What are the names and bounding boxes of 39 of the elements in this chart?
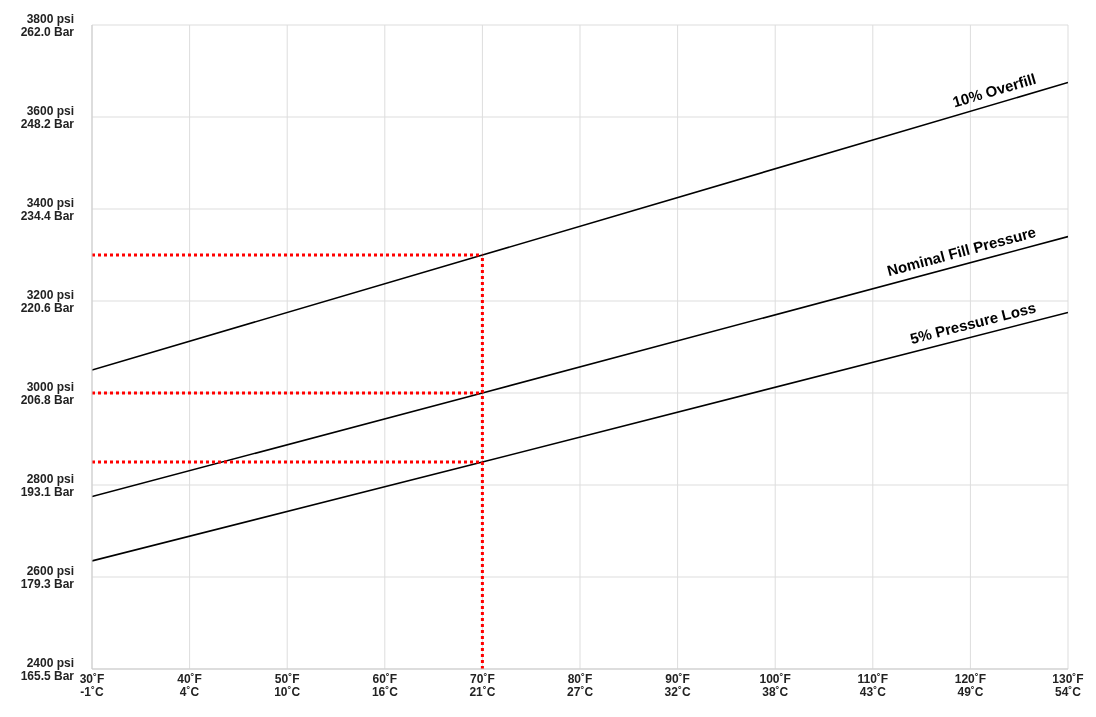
y2-tick-label: 206.8 Bar bbox=[20, 393, 75, 408]
x2-tick-label: 49˚C bbox=[957, 685, 984, 699]
x2-tick-label: 21˚C bbox=[469, 685, 496, 699]
y-tick-label: 3200 psi bbox=[26, 288, 74, 302]
y2-tick-label: 220.6 Bar bbox=[20, 301, 75, 316]
y-tick-label: 3800 psi bbox=[26, 12, 74, 26]
y-tick-label: 3400 psi bbox=[26, 196, 74, 210]
y2-tick-label: 248.2 Bar bbox=[20, 117, 75, 132]
text: 5% Pressure Loss bbox=[908, 298, 1038, 348]
text: 10% Overfill bbox=[950, 69, 1038, 111]
x2-tick-label: 27˚C bbox=[567, 685, 594, 699]
x-tick-label: 70˚F bbox=[470, 672, 495, 686]
text: Nominal Fill Pressure bbox=[885, 223, 1038, 280]
x2-tick-label: -1˚C bbox=[80, 685, 104, 699]
x-tick-label: 90˚F bbox=[665, 672, 690, 686]
y2-tick-label: 165.5 Bar bbox=[20, 669, 75, 683]
x-tick-label: 100˚F bbox=[759, 672, 791, 686]
y2-tick-label: 234.4 Bar bbox=[20, 209, 75, 224]
y-tick-label: 3000 psi bbox=[26, 380, 74, 394]
y-tick-label: 2600 psi bbox=[26, 564, 74, 578]
y2-tick-label: 262.0 Bar bbox=[20, 25, 75, 39]
x-tick-label: 40˚F bbox=[177, 672, 202, 686]
x2-tick-label: 43˚C bbox=[859, 685, 887, 699]
x-tick-label: 80˚F bbox=[567, 672, 593, 686]
y-tick-label: 3600 psi bbox=[26, 104, 74, 118]
x2-tick-label: 4˚C bbox=[179, 685, 200, 699]
x-tick-label: 130˚F bbox=[1052, 672, 1084, 686]
x2-tick-label: 32˚C bbox=[664, 685, 691, 699]
x-tick-label: 110˚F bbox=[857, 672, 889, 686]
x-tick-label: 30˚F bbox=[79, 672, 105, 686]
x2-tick-label: 54˚C bbox=[1054, 685, 1082, 699]
y-tick-label: 2400 psi bbox=[26, 656, 74, 670]
x-tick-label: 120˚F bbox=[954, 672, 987, 686]
x2-tick-label: 10˚C bbox=[274, 685, 301, 699]
x2-tick-label: 16˚C bbox=[371, 685, 399, 699]
y-tick-label: 2800 psi bbox=[26, 472, 74, 486]
x-tick-label: 50˚F bbox=[274, 672, 300, 686]
x2-tick-label: 38˚C bbox=[762, 685, 789, 699]
x-tick-label: 60˚F bbox=[372, 672, 398, 686]
